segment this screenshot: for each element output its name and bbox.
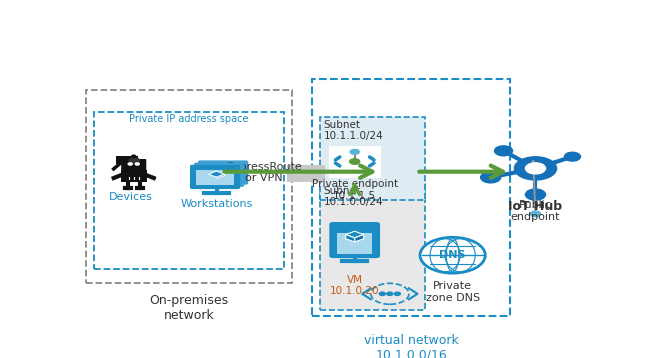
Text: Workstations: Workstations — [180, 199, 253, 209]
Polygon shape — [345, 234, 354, 242]
Bar — [312, 79, 511, 316]
Circle shape — [481, 172, 501, 183]
FancyBboxPatch shape — [116, 156, 138, 164]
Bar — [338, 233, 372, 254]
Text: IoT Hub: IoT Hub — [509, 200, 562, 213]
Circle shape — [494, 146, 513, 156]
Polygon shape — [216, 174, 225, 179]
Bar — [204, 166, 242, 181]
Bar — [329, 146, 381, 178]
Bar — [121, 170, 147, 182]
Bar — [287, 165, 325, 182]
Circle shape — [129, 158, 139, 163]
Circle shape — [132, 155, 135, 158]
FancyBboxPatch shape — [198, 160, 248, 185]
Circle shape — [526, 189, 546, 200]
Circle shape — [387, 292, 393, 295]
Circle shape — [526, 163, 546, 174]
Circle shape — [395, 292, 400, 295]
Text: DNS: DNS — [439, 250, 466, 260]
Text: On-premises
network: On-premises network — [150, 294, 229, 322]
FancyBboxPatch shape — [329, 222, 380, 258]
FancyBboxPatch shape — [194, 163, 244, 187]
Circle shape — [128, 163, 132, 165]
Text: Private endpoint
10.1.1.5: Private endpoint 10.1.1.5 — [312, 179, 398, 201]
Bar — [196, 170, 234, 185]
Text: Subnet
10.1.0.0/24: Subnet 10.1.0.0/24 — [323, 186, 383, 207]
Bar — [319, 117, 425, 200]
Circle shape — [531, 211, 540, 217]
FancyBboxPatch shape — [190, 165, 240, 189]
Polygon shape — [345, 231, 364, 238]
Text: virtual network
10.1.0.0/16: virtual network 10.1.0.0/16 — [364, 334, 459, 358]
Text: ExpressRoute
or VPN: ExpressRoute or VPN — [226, 162, 302, 183]
Bar — [200, 168, 238, 183]
FancyBboxPatch shape — [121, 159, 146, 171]
Circle shape — [350, 149, 359, 154]
Circle shape — [350, 159, 360, 164]
Text: Private IP address space: Private IP address space — [129, 114, 249, 124]
Text: Devices: Devices — [110, 192, 153, 202]
Circle shape — [135, 163, 139, 165]
Circle shape — [420, 237, 485, 273]
Circle shape — [564, 152, 581, 161]
Bar — [86, 90, 292, 283]
Circle shape — [515, 157, 557, 180]
Text: Private
zone DNS: Private zone DNS — [426, 281, 480, 303]
Polygon shape — [354, 234, 364, 242]
Polygon shape — [209, 171, 225, 177]
Bar — [93, 112, 284, 269]
Bar — [319, 184, 425, 310]
Text: VM
10.1.0.20: VM 10.1.0.20 — [330, 275, 380, 296]
Text: Subnet
10.1.1.0/24: Subnet 10.1.1.0/24 — [323, 120, 384, 141]
Circle shape — [379, 292, 386, 295]
Text: Public
endpoint: Public endpoint — [511, 200, 561, 222]
